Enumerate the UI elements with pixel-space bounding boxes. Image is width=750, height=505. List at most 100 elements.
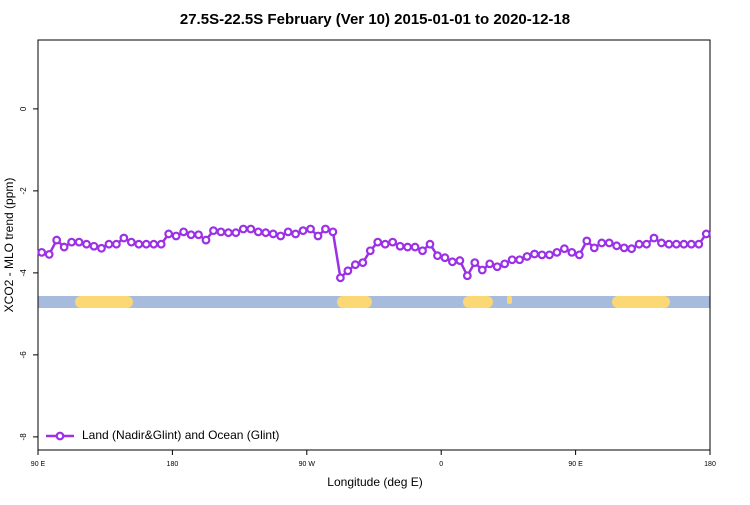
data-point (507, 255, 517, 265)
data-point (306, 224, 315, 234)
x-tick-label: 90 E (568, 461, 583, 468)
data-point (500, 259, 510, 269)
data-point (425, 239, 435, 249)
data-point (589, 243, 599, 253)
x-axis-label: Longitude (deg E) (327, 475, 422, 489)
x-tick-label: 0 (439, 461, 443, 468)
data-point (156, 239, 166, 249)
surface-strip (38, 296, 710, 308)
data-point (694, 239, 704, 249)
data-point (597, 238, 607, 248)
data-point (59, 242, 69, 252)
data-point (283, 227, 293, 237)
data-point (194, 230, 203, 240)
x-tick-label: 90 E (31, 461, 46, 468)
data-point (485, 259, 495, 269)
data-point (545, 250, 554, 260)
data-point (164, 229, 174, 239)
data-point (619, 243, 629, 253)
data-point (268, 229, 278, 239)
data-point (649, 233, 659, 243)
data-point (179, 227, 189, 237)
x-tick-label: 180 (704, 461, 716, 468)
data-point (97, 243, 106, 253)
data-point (530, 249, 539, 259)
data-point (403, 242, 413, 252)
data-point (126, 237, 136, 247)
data-point (433, 251, 442, 261)
data-point (612, 241, 622, 251)
data-point (231, 228, 241, 238)
y-tick-label: 0 (19, 106, 28, 111)
data-point (604, 238, 614, 248)
data-point (567, 247, 577, 257)
data-point (328, 227, 338, 237)
data-point (261, 228, 271, 238)
data-point (701, 229, 711, 239)
data-point (657, 238, 666, 248)
data-point (52, 235, 62, 245)
data-point (186, 230, 196, 240)
data-point (134, 239, 144, 249)
data-point (298, 226, 308, 236)
data-point (104, 239, 114, 249)
data-point (679, 239, 689, 249)
data-point (89, 241, 99, 251)
legend-label: Land (Nadir&Glint) and Ocean (Glint) (82, 428, 279, 442)
data-point (171, 231, 181, 241)
x-tick-label: 90 W (299, 461, 316, 468)
data-point (336, 273, 345, 283)
data-point (410, 242, 420, 252)
y-axis-label: XCO2 - MLO trend (ppm) (2, 178, 16, 313)
plot-frame (37, 39, 711, 451)
data-point (201, 235, 211, 245)
y-tick-label: -6 (19, 351, 28, 359)
data-point (380, 239, 390, 249)
data-point (253, 227, 263, 237)
data-point (246, 224, 256, 234)
data-point (388, 237, 398, 247)
legend-marker (55, 431, 65, 441)
data-point (627, 244, 636, 254)
data-point (216, 227, 226, 237)
data-point (37, 247, 47, 257)
data-point (664, 239, 674, 249)
data-point (448, 257, 457, 267)
data-point (395, 241, 405, 251)
data-point (686, 239, 696, 249)
data-point (642, 239, 651, 249)
data-point (574, 250, 584, 260)
data-point (418, 246, 427, 256)
data-point (582, 236, 592, 246)
series-line (41, 227, 708, 281)
data-point (223, 228, 233, 238)
data-point (238, 224, 248, 234)
data-point (462, 271, 472, 281)
data-point (321, 224, 330, 234)
data-point (537, 250, 547, 260)
data-point (141, 239, 151, 249)
data-point (634, 239, 644, 249)
data-point (313, 231, 323, 241)
x-tick-label: 180 (167, 461, 179, 468)
y-tick-label: -4 (19, 269, 28, 277)
y-tick-label: -2 (19, 187, 28, 195)
data-point (149, 239, 159, 249)
data-point (276, 231, 286, 241)
data-point (672, 239, 681, 249)
data-point (470, 258, 480, 268)
data-point (560, 244, 569, 254)
data-point (119, 233, 129, 243)
data-point (515, 255, 524, 265)
data-point (492, 262, 502, 272)
chart-title: 27.5S-22.5S February (Ver 10) 2015-01-01… (180, 11, 570, 28)
y-tick-label: -8 (19, 433, 28, 441)
data-point (455, 256, 465, 265)
data-point (82, 239, 91, 249)
data-point (74, 237, 84, 247)
data-point (291, 229, 301, 239)
data-point (358, 258, 368, 268)
data-point (477, 265, 487, 275)
data-point (440, 253, 450, 263)
